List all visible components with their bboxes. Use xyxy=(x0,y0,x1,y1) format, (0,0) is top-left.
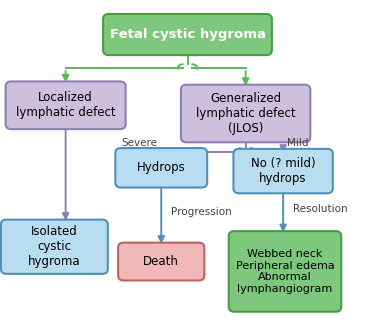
Text: Generalized
lymphatic defect
(JLOS): Generalized lymphatic defect (JLOS) xyxy=(196,92,296,135)
Text: Webbed neck
Peripheral edema
Abnormal
lymphangiogram: Webbed neck Peripheral edema Abnormal ly… xyxy=(236,249,334,294)
Text: Localized
lymphatic defect: Localized lymphatic defect xyxy=(16,91,116,119)
Text: Progression: Progression xyxy=(171,207,231,217)
FancyBboxPatch shape xyxy=(6,81,126,129)
FancyBboxPatch shape xyxy=(181,85,310,142)
Text: No (? mild)
hydrops: No (? mild) hydrops xyxy=(251,157,315,185)
FancyBboxPatch shape xyxy=(118,243,204,280)
Text: Fetal cystic hygroma: Fetal cystic hygroma xyxy=(110,28,266,41)
FancyBboxPatch shape xyxy=(1,220,108,274)
FancyBboxPatch shape xyxy=(103,14,272,55)
Text: Isolated
cystic
hygroma: Isolated cystic hygroma xyxy=(28,225,81,268)
Text: Mild: Mild xyxy=(287,138,308,148)
Text: Hydrops: Hydrops xyxy=(137,161,186,174)
FancyBboxPatch shape xyxy=(233,149,333,193)
FancyBboxPatch shape xyxy=(116,148,207,188)
Text: Death: Death xyxy=(143,255,179,268)
FancyBboxPatch shape xyxy=(229,231,341,312)
Text: Resolution: Resolution xyxy=(292,204,347,214)
Text: Severe: Severe xyxy=(122,138,158,148)
